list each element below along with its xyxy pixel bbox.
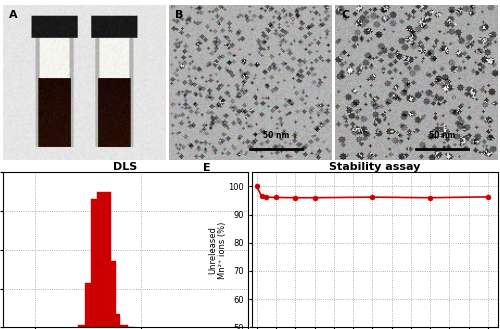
Bar <box>78 325 92 327</box>
Text: 50 nm: 50 nm <box>263 131 289 140</box>
Title: DLS: DLS <box>113 162 138 171</box>
Text: 50 nm: 50 nm <box>429 131 456 140</box>
Title: Stability assay: Stability assay <box>329 162 420 171</box>
Bar <box>85 283 99 327</box>
Bar <box>97 192 111 327</box>
Text: C: C <box>342 10 350 20</box>
Text: E: E <box>203 163 210 173</box>
Text: A: A <box>9 10 18 20</box>
Bar <box>114 325 128 327</box>
Bar <box>92 199 106 327</box>
Text: B: B <box>176 10 184 20</box>
Bar <box>102 262 116 327</box>
Bar <box>106 314 120 327</box>
Y-axis label: Unreleased
Mn²⁺ ions (%): Unreleased Mn²⁺ ions (%) <box>208 221 227 279</box>
